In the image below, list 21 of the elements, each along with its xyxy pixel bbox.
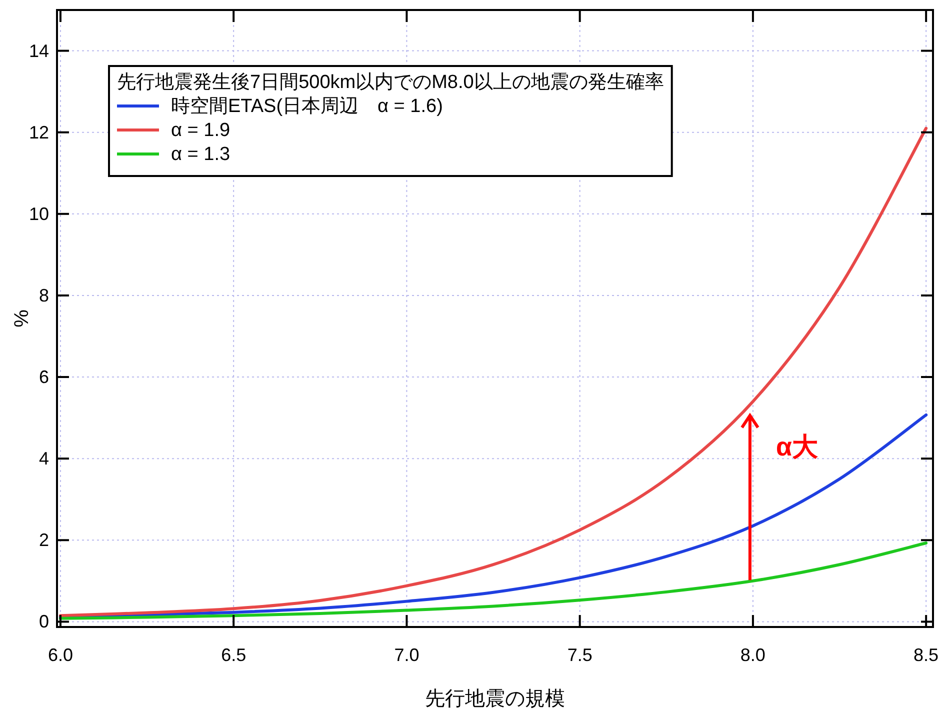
x-tick-label: 7.0 [394, 645, 420, 665]
y-tick-label: 12 [28, 122, 49, 142]
x-axis-title: 先行地震の規模 [425, 688, 565, 710]
x-tick-label: 8.0 [740, 645, 766, 665]
x-tick-label: 6.0 [48, 645, 73, 665]
legend-label: α = 1.3 [171, 144, 230, 165]
x-tick-label: 6.5 [221, 645, 246, 665]
y-tick-label: 0 [38, 612, 49, 632]
annotation: α大 [776, 431, 819, 462]
legend-label: 時空間ETAS(日本周辺 α = 1.6) [171, 95, 443, 117]
y-axis-title: % [11, 309, 33, 328]
y-tick-label: 4 [38, 448, 49, 469]
y-tick-label: 2 [38, 530, 49, 550]
legend-label: α = 1.9 [171, 120, 230, 141]
x-tick-label: 7.5 [567, 645, 592, 665]
y-tick-label: 10 [28, 204, 49, 224]
y-tick-label: 14 [28, 40, 49, 61]
y-tick-label: 8 [38, 285, 49, 306]
legend-title: 先行地震発生後7日間500km以内でのM8.0以上の地震の発生確率 [117, 71, 664, 93]
x-tick-label: 8.5 [914, 645, 939, 665]
y-tick-label: 6 [38, 367, 49, 388]
